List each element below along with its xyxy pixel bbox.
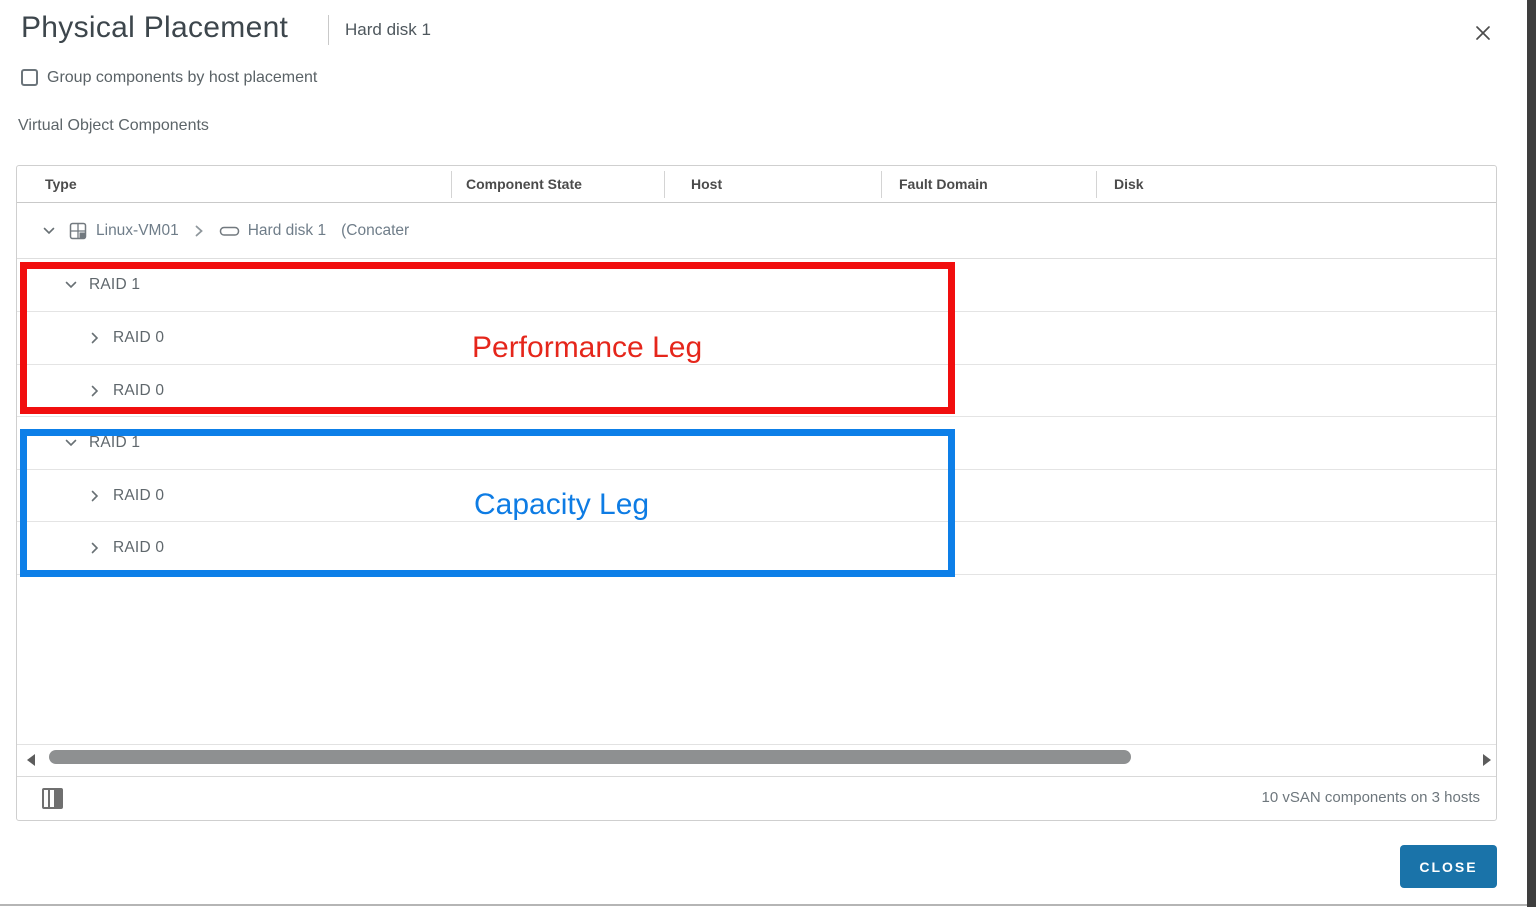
tree-row-label: RAID 0 [113,539,165,556]
table-header: Type Component State Host Fault Domain D… [17,166,1496,203]
tree-row-raid0[interactable]: RAID 0 [17,470,1496,522]
col-header-disk: Disk [1114,176,1144,192]
tree-row-vm-root[interactable]: Linux-VM01 Hard disk 1 (Concater [17,203,1496,259]
chevron-down-icon[interactable] [63,435,79,451]
col-header-fault-domain: Fault Domain [899,176,988,192]
column-settings-icon[interactable] [42,788,63,809]
vm-icon [69,222,87,240]
dialog-close-button[interactable] [1468,18,1498,48]
hard-disk-icon [219,223,240,239]
components-table: Type Component State Host Fault Domain D… [16,165,1497,821]
components-summary: 10 vSAN components on 3 hosts [1261,789,1480,806]
chevron-right-icon[interactable] [87,383,103,399]
column-separator [664,171,665,198]
page-subtitle: Hard disk 1 [345,20,431,39]
tree-row-label: RAID 0 [113,486,165,504]
tree-row-label: RAID 0 [113,381,165,399]
root-row-suffix: (Concater [341,221,410,239]
close-icon [1476,26,1490,40]
table-footer: 10 vSAN components on 3 hosts [17,777,1496,821]
column-separator [451,171,452,198]
tree-row-label: RAID 0 [113,329,165,346]
window-right-edge [1527,0,1536,907]
chevron-right-icon[interactable] [87,488,103,504]
column-separator [881,171,882,198]
horizontal-scrollbar[interactable] [17,745,1496,776]
vm-name: Linux-VM01 [96,221,179,239]
section-title: Virtual Object Components [18,117,209,134]
tree-row-raid0[interactable]: RAID 0 [17,365,1496,417]
col-header-component-state: Component State [466,176,582,192]
close-button[interactable]: CLOSE [1400,845,1497,888]
tree-row-label: RAID 1 [89,434,141,451]
tree-row-raid0[interactable]: RAID 0 [17,312,1496,365]
scroll-area-divider [17,744,1496,745]
tree-row-label: RAID 1 [89,276,141,293]
tree-row-raid1-performance[interactable]: RAID 1 [17,259,1496,312]
column-separator [1096,171,1097,198]
disk-name: Hard disk 1 [247,221,327,239]
footer-divider [17,776,1496,777]
title-divider [328,15,329,45]
tree-row-raid0[interactable]: RAID 0 [17,522,1496,575]
scroll-right-arrow-icon[interactable] [1483,754,1491,766]
chevron-right-icon[interactable] [87,540,103,556]
scrollbar-thumb[interactable] [49,750,1131,764]
window-bottom-edge [0,904,1527,906]
group-by-host-checkbox[interactable] [21,69,38,86]
breadcrumb-chevron-icon [192,223,206,239]
scroll-left-arrow-icon[interactable] [27,754,35,766]
chevron-down-icon[interactable] [63,277,79,293]
col-header-type: Type [45,176,77,192]
page-title: Physical Placement [21,11,289,44]
tree-row-raid1-capacity[interactable]: RAID 1 [17,417,1496,470]
chevron-right-icon[interactable] [87,330,103,346]
group-by-host-label: Group components by host placement [47,69,318,86]
chevron-down-icon[interactable] [41,223,57,239]
col-header-host: Host [691,176,723,192]
